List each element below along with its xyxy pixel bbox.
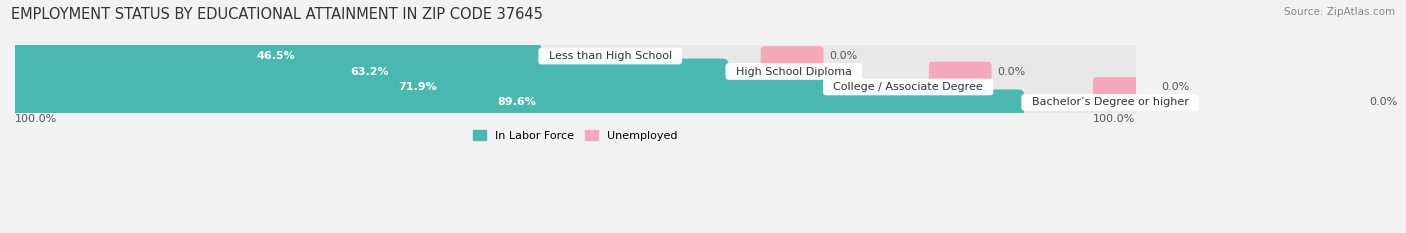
Text: Source: ZipAtlas.com: Source: ZipAtlas.com <box>1284 7 1395 17</box>
Text: 100.0%: 100.0% <box>15 113 58 123</box>
Text: 100.0%: 100.0% <box>1094 113 1136 123</box>
Text: 71.9%: 71.9% <box>398 82 437 92</box>
Text: 0.0%: 0.0% <box>830 51 858 61</box>
Text: 0.0%: 0.0% <box>997 67 1025 76</box>
Legend: In Labor Force, Unemployed: In Labor Force, Unemployed <box>468 125 682 145</box>
FancyBboxPatch shape <box>10 43 1142 69</box>
FancyBboxPatch shape <box>10 43 541 69</box>
Text: 63.2%: 63.2% <box>350 67 388 76</box>
Text: 89.6%: 89.6% <box>498 97 537 107</box>
Text: 0.0%: 0.0% <box>1161 82 1189 92</box>
Text: High School Diploma: High School Diploma <box>728 67 859 76</box>
Text: EMPLOYMENT STATUS BY EDUCATIONAL ATTAINMENT IN ZIP CODE 37645: EMPLOYMENT STATUS BY EDUCATIONAL ATTAINM… <box>11 7 543 22</box>
FancyBboxPatch shape <box>10 58 728 85</box>
Text: Bachelor’s Degree or higher: Bachelor’s Degree or higher <box>1025 97 1195 107</box>
FancyBboxPatch shape <box>10 74 827 100</box>
Text: 46.5%: 46.5% <box>256 51 295 61</box>
FancyBboxPatch shape <box>10 89 1025 115</box>
FancyBboxPatch shape <box>10 58 1142 85</box>
FancyBboxPatch shape <box>10 89 1142 115</box>
Text: College / Associate Degree: College / Associate Degree <box>827 82 990 92</box>
FancyBboxPatch shape <box>10 74 1142 100</box>
Text: Less than High School: Less than High School <box>541 51 679 61</box>
Text: 0.0%: 0.0% <box>1369 97 1398 107</box>
FancyBboxPatch shape <box>929 62 991 81</box>
FancyBboxPatch shape <box>1092 77 1156 97</box>
FancyBboxPatch shape <box>1301 93 1364 112</box>
FancyBboxPatch shape <box>761 46 824 66</box>
